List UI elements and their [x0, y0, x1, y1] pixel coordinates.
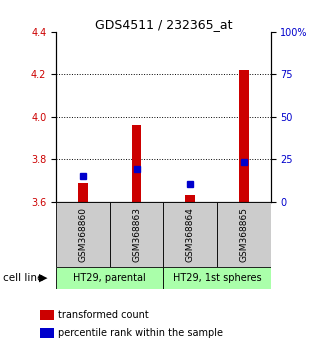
Title: GDS4511 / 232365_at: GDS4511 / 232365_at — [95, 18, 232, 31]
Text: GSM368864: GSM368864 — [186, 207, 195, 262]
Bar — [217, 202, 271, 267]
Text: HT29, 1st spheres: HT29, 1st spheres — [173, 273, 261, 283]
Bar — [185, 195, 195, 202]
Text: HT29, parental: HT29, parental — [73, 273, 146, 283]
Bar — [110, 202, 163, 267]
Bar — [163, 202, 217, 267]
Text: percentile rank within the sample: percentile rank within the sample — [58, 328, 223, 338]
Text: transformed count: transformed count — [58, 310, 148, 320]
Bar — [163, 267, 271, 289]
Text: cell line: cell line — [3, 273, 44, 283]
Bar — [239, 70, 248, 202]
Bar — [56, 202, 110, 267]
Text: GSM368860: GSM368860 — [79, 207, 87, 262]
Text: GSM368865: GSM368865 — [239, 207, 248, 262]
Bar — [78, 183, 88, 202]
Text: ▶: ▶ — [39, 273, 47, 283]
Text: GSM368863: GSM368863 — [132, 207, 141, 262]
Bar — [132, 125, 141, 202]
Bar — [56, 267, 163, 289]
